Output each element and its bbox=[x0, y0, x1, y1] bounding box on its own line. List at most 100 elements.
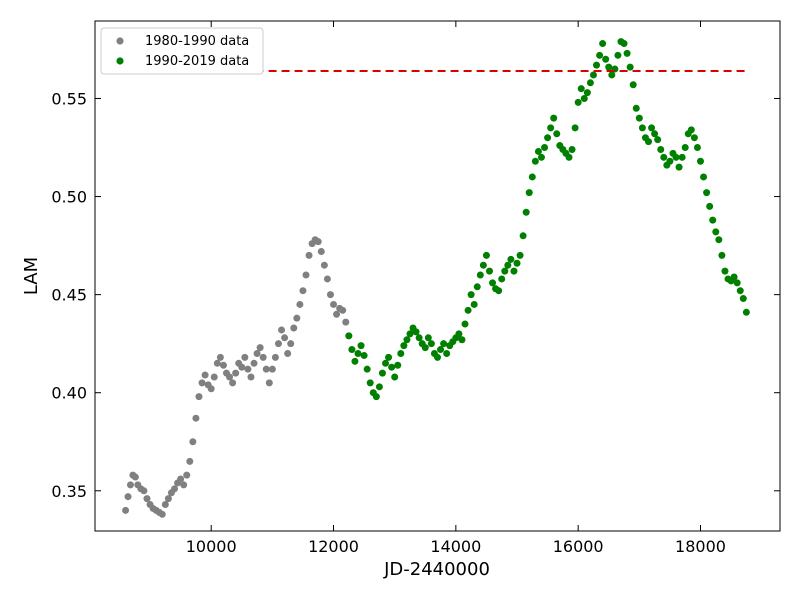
data-point-1990-2019-data-20 bbox=[406, 330, 414, 338]
data-point-1990-2019-data-53 bbox=[507, 255, 515, 263]
data-point-1990-2019-data-0 bbox=[345, 332, 353, 340]
data-point-1990-2019-data-112 bbox=[687, 126, 695, 134]
data-point-1990-2019-data-14 bbox=[388, 363, 396, 371]
data-point-1990-2019-data-1 bbox=[348, 346, 356, 354]
data-point-1990-2019-data-47 bbox=[489, 279, 497, 287]
data-point-1980-1990-data-0 bbox=[122, 506, 130, 514]
data-point-1990-2019-data-80 bbox=[589, 71, 597, 79]
data-point-1990-2019-data-102 bbox=[657, 145, 665, 153]
data-point-1990-2019-data-64 bbox=[541, 144, 549, 152]
data-point-1990-2019-data-107 bbox=[672, 153, 680, 161]
data-point-1980-1990-data-15 bbox=[164, 495, 172, 503]
data-point-1990-2019-data-11 bbox=[378, 369, 386, 377]
data-point-1990-2019-data-108 bbox=[675, 163, 683, 171]
data-point-1990-2019-data-109 bbox=[678, 153, 686, 161]
data-point-1990-2019-data-56 bbox=[516, 251, 524, 259]
data-point-1980-1990-data-14 bbox=[161, 501, 169, 509]
data-point-1990-2019-data-90 bbox=[620, 40, 628, 48]
data-point-1980-1990-data-32 bbox=[216, 353, 224, 361]
data-point-1990-2019-data-16 bbox=[394, 361, 402, 369]
data-point-1990-2019-data-40 bbox=[467, 291, 475, 299]
data-point-1980-1990-data-42 bbox=[247, 373, 255, 381]
y-tick-label-3: 0.50 bbox=[51, 188, 87, 207]
data-point-1980-1990-data-57 bbox=[293, 314, 301, 322]
data-point-1980-1990-data-73 bbox=[342, 318, 350, 326]
data-point-1980-1990-data-59 bbox=[299, 287, 307, 295]
data-point-1990-2019-data-96 bbox=[638, 124, 646, 132]
data-point-1990-2019-data-41 bbox=[470, 300, 478, 308]
data-point-1990-2019-data-117 bbox=[703, 189, 711, 197]
data-point-1990-2019-data-22 bbox=[412, 328, 420, 336]
x-tick-label-1: 12000 bbox=[308, 537, 359, 556]
data-point-1990-2019-data-72 bbox=[565, 153, 573, 161]
data-point-1990-2019-data-92 bbox=[626, 63, 634, 71]
data-point-1990-2019-data-15 bbox=[391, 373, 399, 381]
data-point-1980-1990-data-46 bbox=[259, 353, 267, 361]
data-point-1990-2019-data-77 bbox=[580, 94, 588, 102]
x-tick-label-3: 16000 bbox=[553, 537, 604, 556]
data-point-1990-2019-data-4 bbox=[357, 342, 365, 350]
data-point-1990-2019-data-60 bbox=[528, 173, 536, 181]
legend: 1980-1990 data 1990-2019 data bbox=[100, 27, 264, 75]
data-point-1980-1990-data-67 bbox=[323, 275, 331, 283]
data-point-1990-2019-data-9 bbox=[372, 393, 380, 401]
legend-box bbox=[100, 27, 264, 75]
data-point-1990-2019-data-66 bbox=[547, 124, 555, 132]
data-point-1980-1990-data-8 bbox=[143, 495, 151, 503]
data-point-1990-2019-data-118 bbox=[706, 202, 714, 210]
data-point-1990-2019-data-54 bbox=[510, 267, 518, 275]
data-point-1980-1990-data-26 bbox=[198, 379, 206, 387]
data-point-1990-2019-data-95 bbox=[635, 114, 643, 122]
data-point-1990-2019-data-94 bbox=[632, 104, 640, 112]
data-point-1980-1990-data-37 bbox=[232, 369, 240, 377]
data-point-1990-2019-data-73 bbox=[568, 145, 576, 153]
data-point-1990-2019-data-13 bbox=[385, 353, 393, 361]
data-point-1980-1990-data-43 bbox=[250, 359, 258, 367]
legend-marker-1980-1990 bbox=[116, 37, 124, 45]
data-point-1990-2019-data-38 bbox=[461, 320, 469, 328]
data-point-1990-2019-data-32 bbox=[443, 349, 451, 357]
data-point-1990-2019-data-100 bbox=[651, 130, 659, 138]
data-point-1990-2019-data-99 bbox=[648, 124, 656, 132]
data-point-1990-2019-data-127 bbox=[733, 279, 741, 287]
data-point-1980-1990-data-61 bbox=[305, 251, 313, 259]
x-tick-label-2: 14000 bbox=[430, 537, 481, 556]
data-point-1990-2019-data-29 bbox=[434, 353, 441, 361]
data-point-1990-2019-data-3 bbox=[354, 349, 362, 357]
data-point-1990-2019-data-75 bbox=[574, 98, 582, 106]
data-point-1990-2019-data-44 bbox=[479, 261, 487, 269]
data-point-1990-2019-data-39 bbox=[464, 306, 472, 314]
data-point-1990-2019-data-91 bbox=[623, 49, 631, 57]
data-point-1980-1990-data-45 bbox=[256, 344, 264, 352]
data-point-1990-2019-data-52 bbox=[504, 261, 512, 269]
data-point-1990-2019-data-129 bbox=[739, 295, 747, 303]
data-point-1990-2019-data-46 bbox=[485, 267, 493, 275]
y-axis-ticks: 0.35 0.40 0.45 0.50 0.55 bbox=[51, 89, 780, 501]
data-point-1990-2019-data-119 bbox=[709, 216, 717, 224]
data-point-1990-2019-data-62 bbox=[534, 147, 542, 155]
data-point-1990-2019-data-23 bbox=[415, 334, 423, 342]
data-point-1980-1990-data-60 bbox=[302, 271, 310, 279]
data-point-1990-2019-data-5 bbox=[360, 351, 368, 359]
data-point-1990-2019-data-81 bbox=[593, 61, 601, 69]
data-point-1980-1990-data-22 bbox=[186, 457, 194, 465]
data-point-1990-2019-data-57 bbox=[519, 232, 527, 240]
data-point-1990-2019-data-88 bbox=[614, 51, 622, 59]
data-point-1980-1990-data-65 bbox=[317, 247, 325, 255]
data-point-1980-1990-data-23 bbox=[189, 438, 197, 446]
data-point-1980-1990-data-41 bbox=[244, 365, 252, 373]
data-point-1980-1990-data-20 bbox=[180, 481, 188, 489]
data-point-1990-2019-data-68 bbox=[553, 130, 561, 138]
plot-frame bbox=[94, 20, 781, 532]
data-point-1990-2019-data-50 bbox=[498, 275, 506, 283]
data-point-1990-2019-data-103 bbox=[660, 153, 668, 161]
data-point-1990-2019-data-42 bbox=[473, 283, 481, 291]
data-point-1990-2019-data-105 bbox=[666, 157, 674, 165]
data-points bbox=[122, 38, 750, 518]
data-point-1990-2019-data-110 bbox=[681, 144, 689, 152]
data-point-1980-1990-data-7 bbox=[140, 487, 148, 495]
data-point-1980-1990-data-48 bbox=[265, 379, 273, 387]
data-point-1980-1990-data-2 bbox=[126, 481, 134, 489]
